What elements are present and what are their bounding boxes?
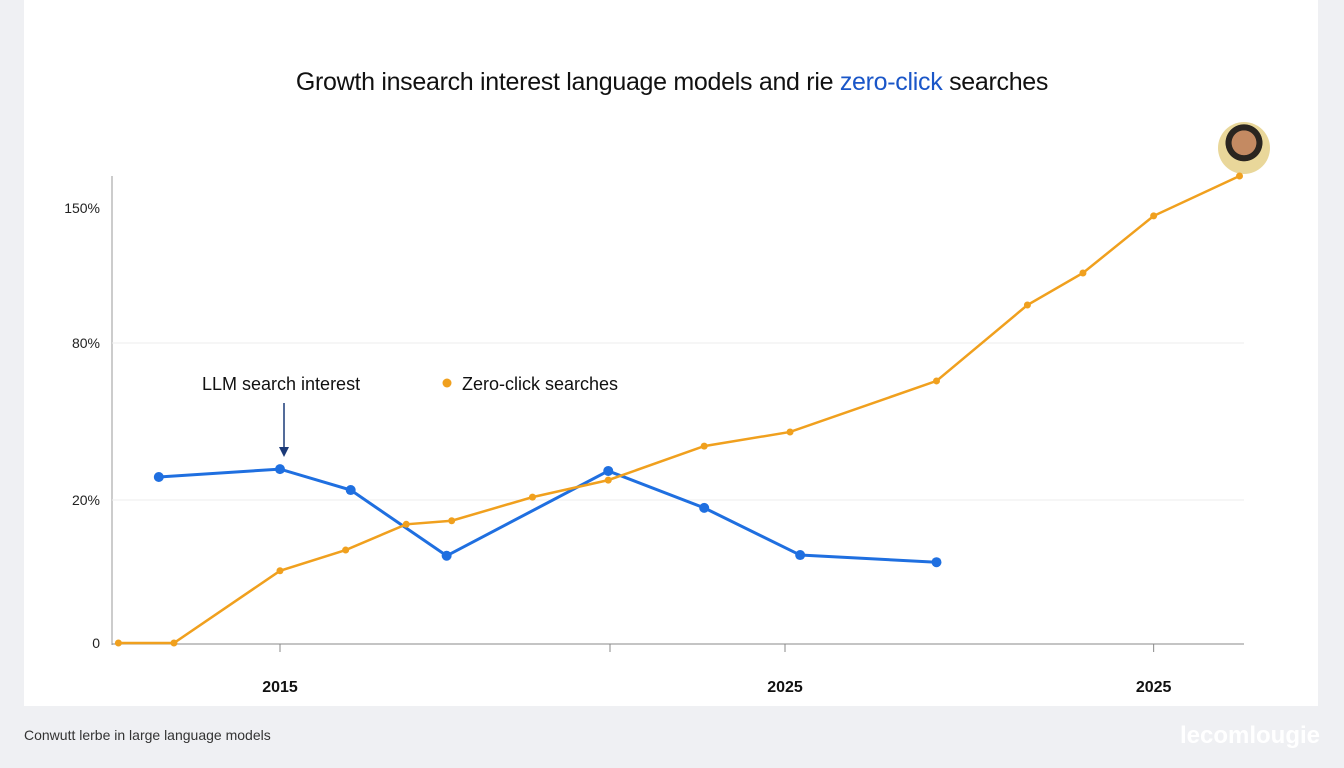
zero-click-searches-point [1150, 212, 1158, 220]
avatar [1218, 122, 1270, 174]
zero-click-searches-point [114, 639, 122, 647]
zero-click-searches-point [276, 567, 284, 575]
y-tick-label: 20% [72, 492, 100, 508]
llm-search-interest-point [275, 464, 285, 475]
y-tick-label: 0 [92, 635, 100, 651]
legend-zero-click-searches: Zero-click searches [462, 374, 618, 394]
y-tick-label: 80% [72, 335, 100, 351]
zero-click-searches-point [700, 442, 708, 450]
x-tick-label: 2025 [767, 679, 803, 696]
x-tick-label: 2015 [262, 679, 298, 696]
llm-search-interest-point [795, 550, 806, 561]
llm-search-interest-point [345, 485, 356, 496]
arrow-head-icon [279, 447, 289, 457]
chart-title: Growth insearch interest language models… [295, 68, 1049, 96]
llm-search-interest-line [158, 467, 937, 564]
brand-watermark: lecomlougie [1179, 722, 1320, 749]
llm-search-interest-point [931, 557, 942, 568]
zero-click-searches-point [342, 546, 350, 554]
llm-search-interest-point [441, 550, 452, 561]
legend-marker-zero-click [442, 378, 452, 388]
zero-click-searches-point [170, 639, 178, 647]
zero-click-searches-point [1023, 301, 1031, 309]
chart-card [24, 0, 1318, 706]
llm-search-interest-point [699, 502, 710, 513]
footer-caption: Conwutt lerbe in large language models [24, 727, 271, 743]
x-tick-label: 2025 [1136, 679, 1172, 696]
zero-click-searches-point [1236, 172, 1243, 180]
legend-llm-search-interest: LLM search interest [202, 374, 360, 394]
zero-click-searches-point [448, 517, 456, 525]
llm-search-interest-point [153, 471, 164, 482]
zero-click-searches-point [1079, 269, 1087, 277]
zero-click-searches-point [933, 377, 940, 385]
llm-search-interest-point [603, 465, 614, 476]
zero-click-searches-point [529, 493, 536, 501]
zero-click-searches-point [604, 476, 612, 484]
zero-click-searches-point [402, 520, 410, 528]
zero-click-searches-point [786, 428, 794, 436]
zero-click-searches-line [118, 174, 1241, 645]
y-tick-label: 150% [64, 200, 100, 216]
